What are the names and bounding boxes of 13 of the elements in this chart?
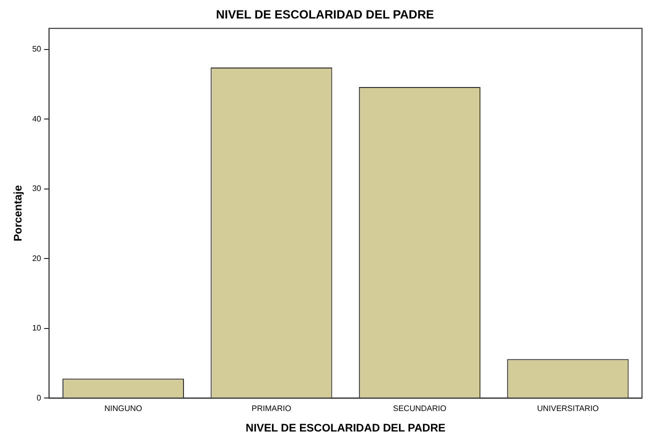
y-axis-title: Porcentaje xyxy=(12,185,25,242)
y-tick-label: 0 xyxy=(36,393,42,402)
x-tick-label: SECUNDARIO xyxy=(392,404,446,414)
y-tick-label: 50 xyxy=(32,44,42,54)
x-tick-label: PRIMARIO xyxy=(252,404,292,414)
y-tick-label: 40 xyxy=(32,114,42,124)
x-axis-title: NIVEL DE ESCOLARIDAD DEL PADRE xyxy=(246,422,446,434)
y-tick-label: 20 xyxy=(32,254,42,263)
y-tick-label: 10 xyxy=(32,324,42,333)
x-tick-label: NINGUNO xyxy=(104,404,142,414)
x-tick-label: UNIVERSITARIO xyxy=(537,404,599,414)
y-tick-label: 30 xyxy=(32,184,42,194)
chart-title: NIVEL DE ESCOLARIDAD DEL PADRE xyxy=(216,8,434,22)
